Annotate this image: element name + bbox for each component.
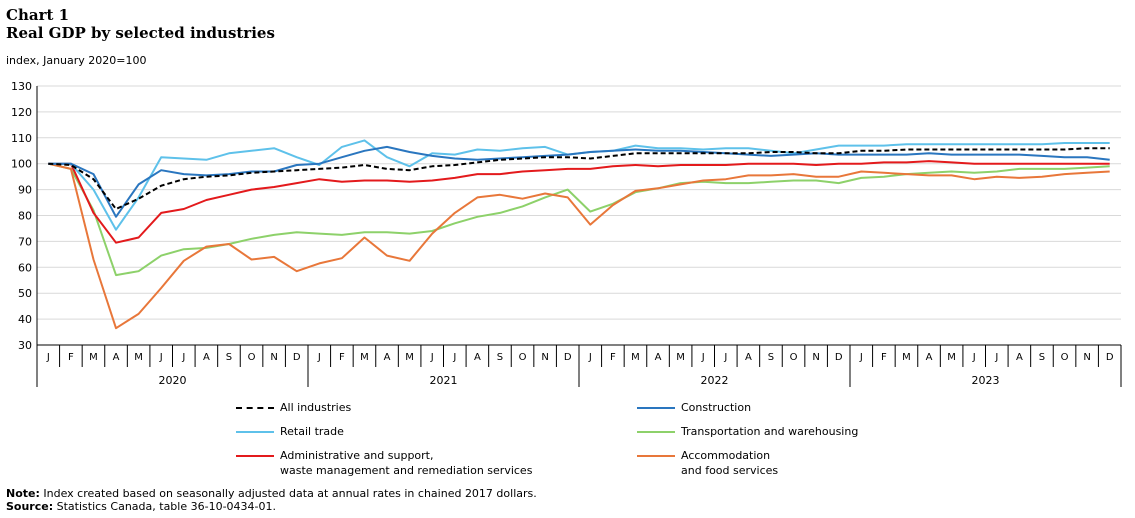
x-tick-label: O — [519, 352, 527, 363]
x-tick-label: S — [226, 352, 232, 363]
y-tick-label: 100 — [11, 158, 32, 171]
x-tick-label: S — [497, 352, 503, 363]
x-tick-label: M — [360, 352, 369, 363]
x-tick-label: N — [270, 352, 277, 363]
x-tick-label: A — [203, 352, 210, 363]
legend-item-transportation-and-warehousing: Transportation and warehousing — [637, 424, 858, 439]
note-label: Note: — [6, 487, 40, 500]
legend-item-construction: Construction — [637, 400, 751, 415]
year-label: 2021 — [430, 374, 458, 387]
y-tick-label: 80 — [18, 210, 32, 223]
x-tick-label: D — [1106, 352, 1114, 363]
x-tick-label: N — [1083, 352, 1090, 363]
x-tick-label: M — [134, 352, 143, 363]
chart-number: Chart 1 — [6, 6, 70, 24]
note-line: Note: Index created based on seasonally … — [6, 487, 537, 500]
legend-label: Retail trade — [280, 425, 344, 438]
x-tick-label: M — [676, 352, 685, 363]
series-line-all-industries — [48, 147, 1110, 210]
x-tick-label: J — [972, 352, 976, 363]
x-tick-label: F — [881, 352, 887, 363]
series-line-transportation-and-warehousing — [48, 162, 1110, 277]
x-tick-label: M — [89, 352, 98, 363]
x-tick-label: J — [452, 352, 456, 363]
x-tick-label: O — [248, 352, 256, 363]
source-line: Source: Statistics Canada, table 36-10-0… — [6, 500, 276, 513]
x-tick-label: A — [474, 352, 481, 363]
legend-swatch — [637, 455, 675, 457]
x-tick-label: S — [1039, 352, 1045, 363]
chart-title: Real GDP by selected industries — [6, 24, 275, 42]
x-tick-label: J — [994, 352, 998, 363]
y-tick-label: 50 — [18, 287, 32, 300]
x-tick-label: A — [655, 352, 662, 363]
x-tick-label: J — [181, 352, 185, 363]
y-tick-label: 70 — [18, 235, 32, 248]
legend-swatch — [236, 455, 274, 457]
note-text: Index created based on seasonally adjust… — [39, 487, 537, 500]
y-tick-label: 130 — [11, 80, 32, 93]
x-tick-label: J — [159, 352, 163, 363]
legend-item-administrative-and-support-waste-management-and-remediation-services: Administrative and support, waste manage… — [236, 448, 532, 478]
legend-swatch — [236, 407, 274, 409]
series-line-construction — [48, 145, 1110, 218]
x-tick-label: A — [1016, 352, 1023, 363]
legend-swatch — [637, 431, 675, 433]
legend-label: Construction — [681, 401, 752, 414]
x-tick-label: J — [430, 352, 434, 363]
x-tick-label: A — [926, 352, 933, 363]
x-tick-label: J — [46, 352, 50, 363]
x-tick-label: N — [541, 352, 548, 363]
legend-swatch — [236, 431, 274, 433]
y-tick-label: 30 — [18, 339, 32, 352]
x-tick-label: F — [339, 352, 345, 363]
x-tick-label: F — [68, 352, 74, 363]
year-label: 2022 — [701, 374, 729, 387]
x-tick-label: O — [1061, 352, 1069, 363]
legend-item-accommodation-and-food-services: Accommodation and food services — [637, 448, 778, 478]
year-label: 2023 — [972, 374, 1000, 387]
x-tick-label: J — [859, 352, 863, 363]
y-tick-label: 60 — [18, 261, 32, 274]
x-tick-label: O — [790, 352, 798, 363]
source-text: Statistics Canada, table 36-10-0434-01. — [53, 500, 276, 513]
x-tick-label: J — [701, 352, 705, 363]
legend-label: All industries — [280, 401, 352, 414]
series-line-administrative-and-support-waste-management-and-remediation-services — [48, 160, 1110, 244]
x-tick-label: A — [384, 352, 391, 363]
y-axis-label: index, January 2020=100 — [6, 54, 147, 67]
x-tick-label: S — [768, 352, 774, 363]
source-label: Source: — [6, 500, 54, 513]
line-chart: 30 40 50 60 70 80 90 100 110 120 130 J F M A M J J A S O N D J F… — [11, 80, 1122, 387]
x-tick-label: J — [317, 352, 321, 363]
y-tick-label: 90 — [18, 184, 32, 197]
x-tick-label: J — [723, 352, 727, 363]
legend-label: Transportation and warehousing — [681, 425, 859, 438]
legend-item-all-industries: All industries — [236, 400, 351, 415]
year-label: 2020 — [159, 374, 187, 387]
x-tick-label: D — [835, 352, 843, 363]
legend-swatch — [637, 407, 675, 409]
x-tick-label: M — [947, 352, 956, 363]
x-tick-label: F — [610, 352, 616, 363]
legend-label: Accommodation and food services — [681, 449, 779, 477]
series-line-accommodation-and-food-services — [48, 162, 1110, 330]
x-tick-label: M — [902, 352, 911, 363]
x-tick-label: M — [631, 352, 640, 363]
x-tick-label: D — [293, 352, 301, 363]
x-tick-label: A — [113, 352, 120, 363]
y-tick-label: 40 — [18, 313, 32, 326]
x-tick-label: D — [564, 352, 572, 363]
y-tick-label: 120 — [11, 106, 32, 119]
x-tick-label: J — [588, 352, 592, 363]
x-tick-label: M — [405, 352, 414, 363]
legend-item-retail-trade: Retail trade — [236, 424, 344, 439]
x-tick-label: A — [745, 352, 752, 363]
y-tick-label: 110 — [11, 132, 32, 145]
x-tick-label: N — [812, 352, 819, 363]
legend-label: Administrative and support, waste manage… — [280, 449, 533, 477]
